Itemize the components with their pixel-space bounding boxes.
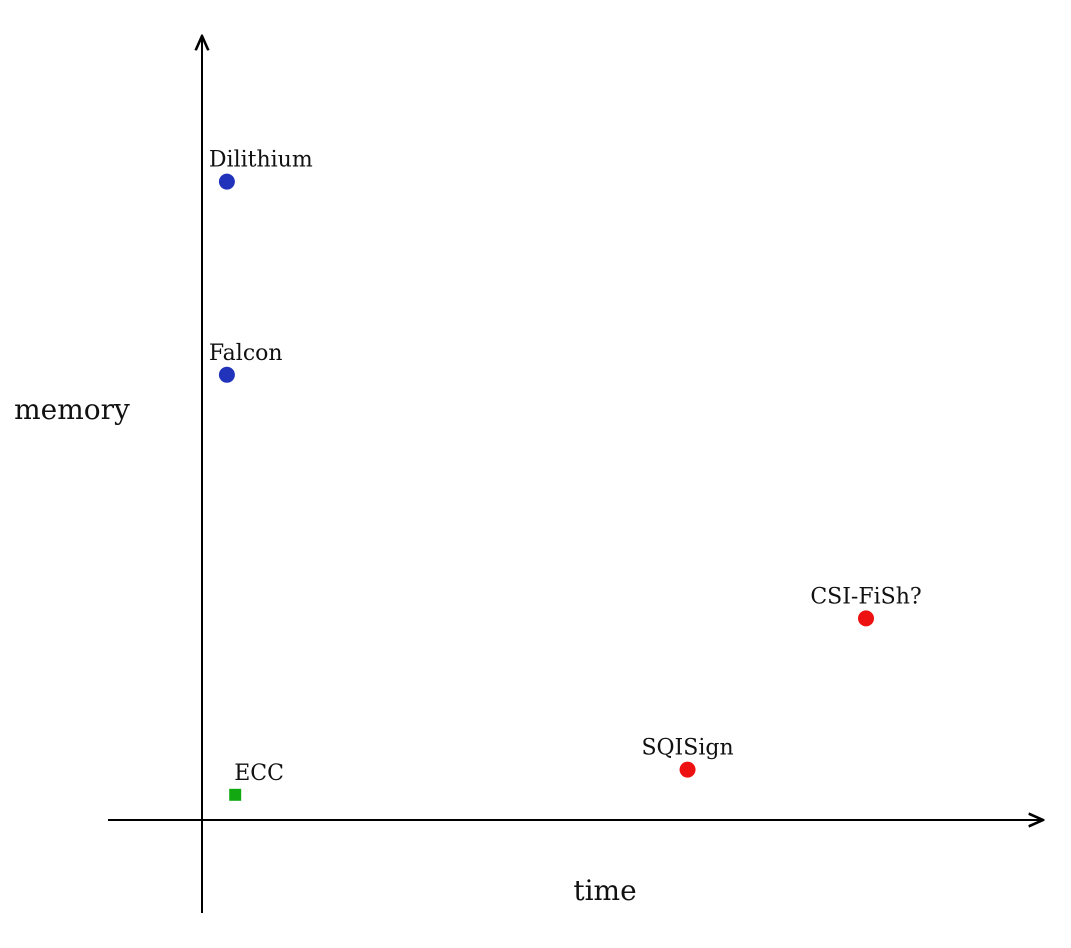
point-csi-fish: [858, 610, 874, 627]
point-label-dilithium: Dilithium: [209, 148, 313, 173]
data-points: Dilithium Falcon ECC SQISign CSI-FiSh?: [209, 148, 922, 801]
point-dilithium: [218, 173, 235, 190]
y-axis-label: memory: [14, 393, 130, 426]
point-label-ecc: ECC: [234, 761, 284, 786]
point-falcon: [218, 366, 235, 383]
point-ecc: [229, 788, 242, 801]
point-label-falcon: Falcon: [209, 341, 283, 366]
x-axis-label: time: [573, 874, 636, 907]
point-label-sqisign: SQISign: [641, 736, 733, 761]
point-sqisign: [679, 761, 696, 778]
point-label-csi-fish: CSI-FiSh?: [810, 584, 921, 609]
